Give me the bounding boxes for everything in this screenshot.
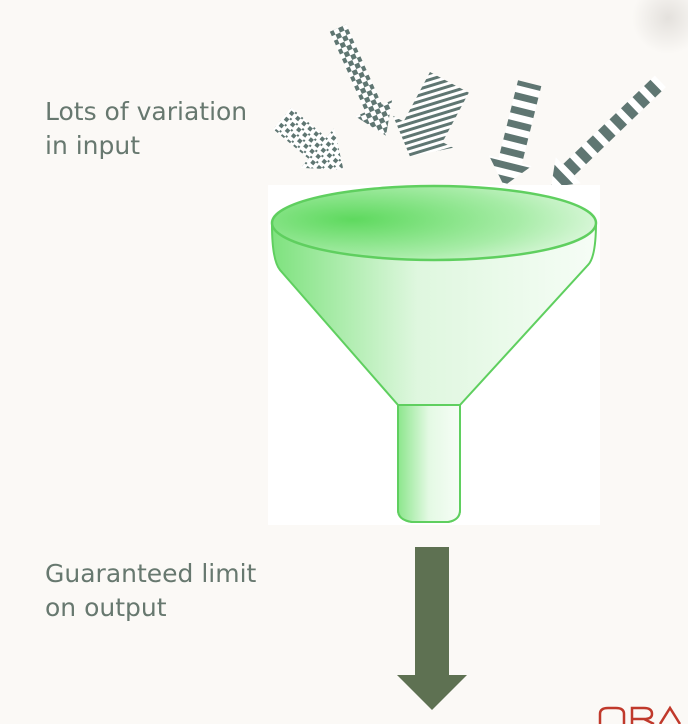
output-limit-label: Guaranteed limit on output [45,557,256,625]
input-label-line-1: Lots of variation [45,97,248,126]
corner-decoration [632,0,688,54]
checker-arrow-icon [329,24,393,136]
output-label-line-1: Guaranteed limit [45,559,257,588]
logo-fragment [598,705,682,724]
candy-stripe-arrow-icon [551,75,666,187]
output-label-line-2: on output [45,593,167,622]
funnel-icon [268,184,600,525]
input-arrows [273,24,666,187]
confetti-arrow-icon [273,107,344,170]
striped-arrow-icon [488,80,542,187]
down-arrow-icon [397,547,467,710]
hatched-arrow-icon [393,72,469,157]
input-variation-label: Lots of variation in input [45,95,247,163]
input-label-line-2: in input [45,131,141,160]
